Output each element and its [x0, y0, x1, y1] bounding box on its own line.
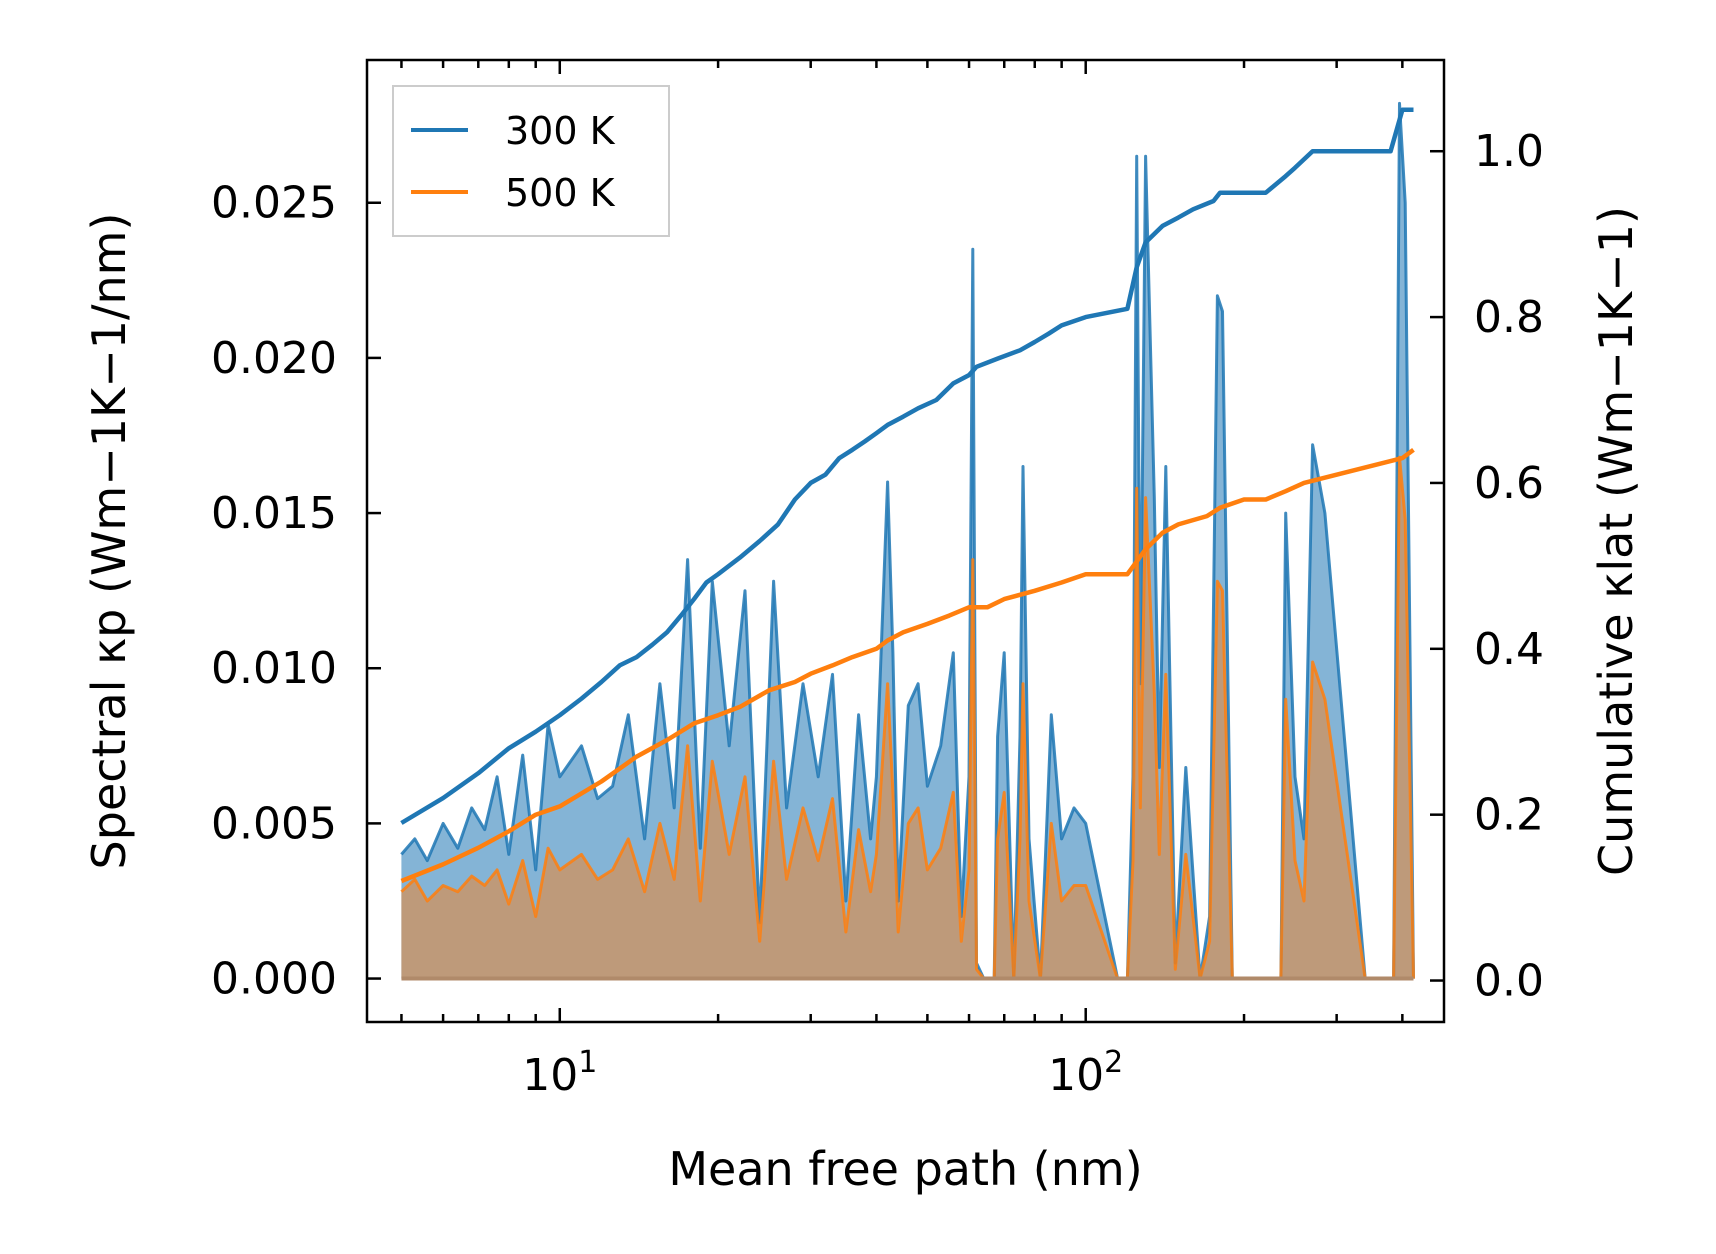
left-tick-label: 0.015: [211, 488, 337, 539]
legend: 300 K 500 K: [392, 85, 670, 237]
legend-label-300k: 300 K: [505, 109, 616, 153]
left-tick-label: 0.005: [211, 798, 337, 849]
right-tick-label: 0.6: [1474, 458, 1544, 509]
left-tick-label: 0.020: [211, 333, 337, 384]
axes: 0.000 0.005 0.010 0.015 0.020 0.025 0.0 0.2 0.4 0…: [82, 58, 1643, 1196]
left-tick-label: 0.025: [211, 178, 337, 229]
legend-box: [392, 85, 670, 237]
cumulative-line-500k: [400, 447, 1415, 884]
right-axis-title: Cumulative κlat (Wm−1K−1): [1589, 206, 1643, 876]
cumulative-line-300k: [400, 107, 1414, 825]
spectral-line-500k: [400, 455, 1415, 981]
spectral-line-300k: [400, 101, 1415, 981]
plot-frame: [365, 58, 1446, 1024]
right-tick-label: 0.2: [1474, 790, 1544, 841]
left-tick-label: 0.010: [211, 643, 337, 694]
right-tick-label: 1.0: [1474, 126, 1544, 177]
right-tick-label: 0.8: [1474, 292, 1544, 343]
series-lines: [400, 101, 1415, 981]
left-tick-label: 0.000: [211, 954, 337, 1005]
right-tick-label: 0.4: [1474, 624, 1544, 675]
legend-label-500k: 500 K: [505, 171, 616, 215]
left-axis-title: Spectral κp (Wm−1K−1/nm): [82, 213, 136, 870]
right-tick-label: 0.0: [1474, 956, 1544, 1007]
x-axis-title: Mean free path (nm): [668, 1142, 1142, 1196]
